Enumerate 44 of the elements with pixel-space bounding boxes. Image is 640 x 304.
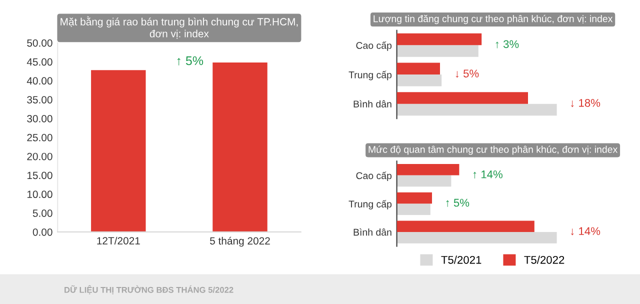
bar: [396, 220, 534, 232]
y-tick-label: 25.00: [27, 134, 52, 142]
y-tick-label: 50.00: [27, 39, 52, 47]
annotation: ↑ 5%: [446, 198, 470, 207]
annotation: ↑ 5%: [177, 56, 204, 66]
x-tick-label: 12T/2021: [97, 236, 140, 244]
y-tick-label: 45.00: [26, 58, 52, 66]
y-tick-label: 40.00: [26, 77, 52, 85]
bar: [396, 92, 528, 104]
y-tick-label: 5.00: [32, 210, 52, 217]
bar: [396, 232, 557, 244]
chart-title: Mặt bằng giá rao bán trung bình chung cư TP.HCM, đơn vị: index: [60, 16, 298, 39]
bar: [396, 192, 432, 204]
y-tick-label: Trung cấp: [348, 200, 392, 210]
bar: [396, 33, 482, 46]
y-tick-label: 35.00: [27, 96, 52, 104]
y-tick-label: 15.00: [27, 172, 52, 180]
y-tick-label: Bình dân: [354, 228, 392, 236]
y-tick-label: Cao cấp: [356, 172, 392, 182]
y-tick-label: 10.00: [27, 190, 52, 198]
bar: [396, 74, 442, 86]
y-tick-label: Bình dân: [354, 100, 392, 108]
text: ↓ 14%: [571, 227, 600, 236]
bar: [396, 164, 460, 176]
legend-label: T5/2022: [524, 256, 564, 264]
text: ↓ 18%: [571, 98, 600, 108]
chart-title: Lượng tin đăng chung cư theo phân khúc, đơn vị: index: [374, 14, 613, 24]
bar: [396, 62, 440, 74]
annotation: ↑ 14%: [473, 170, 502, 179]
y-tick-label: Trung cấp: [348, 70, 392, 80]
bar: [396, 45, 478, 57]
chart-title: Mức độ quan tâm chung cư theo phân khúc, đơn vị: index: [368, 146, 618, 155]
y-tick-label: 30.00: [27, 115, 52, 122]
legend-label: T5/2021: [441, 256, 482, 264]
y-tick-label: Cao cấp: [356, 41, 392, 51]
text: DỮ LIỆU THỊ TRƯỜNG BĐS THÁNG 5/2022: [64, 285, 234, 294]
x-tick-label: 5 tháng 2022: [210, 236, 270, 247]
bar: [396, 104, 557, 116]
bar: [396, 204, 430, 216]
y-tick-label: 20.00: [27, 152, 52, 160]
annotation: ↑ 3%: [496, 40, 519, 48]
annotation: ↓ 5%: [456, 70, 479, 78]
y-tick-label: 0.00: [32, 228, 52, 236]
bar: [396, 175, 452, 187]
